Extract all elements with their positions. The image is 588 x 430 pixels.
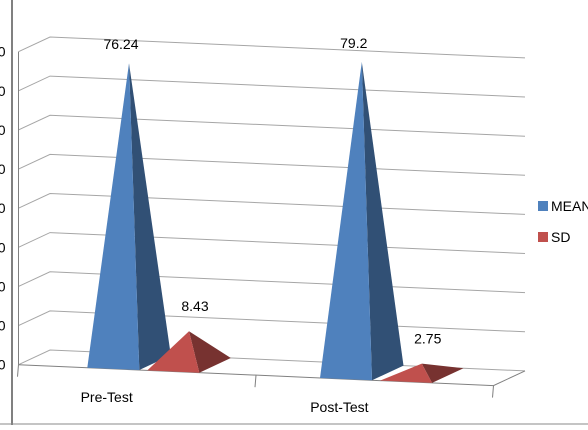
data-label: 79.2 [340,35,367,51]
x-tick-label: Post-Test [310,399,368,415]
x-tick-labels: Pre-Test Post-Test [81,389,369,415]
pyramid-sd-side-face [421,363,464,383]
y-tick-label: 40 [0,200,6,216]
data-labels: 76.24 79.2 8.43 2.75 [103,35,441,347]
gridlines [18,36,526,372]
y-tick-label: 30 [0,239,6,255]
chart-marks [87,61,464,383]
gridline [18,153,526,176]
pyramid-mean-front-face [87,63,140,370]
data-label: 76.24 [103,36,138,52]
x-tick-label: Pre-Test [81,389,133,405]
pyramid-sd-front-face [380,363,432,383]
gridline [18,192,526,215]
gridline [18,114,526,137]
y-tick-label: 20 [0,278,6,294]
x-axis-tick-mark [254,375,257,388]
legend-label-mean: MEAN [551,198,588,214]
legend: MEAN SD [538,198,588,245]
legend-swatch-sd [538,232,548,242]
y-tick-label: 0 [0,357,6,373]
gridline [18,75,526,98]
y-tick-label: 50 [0,161,6,177]
x-axis-tick-mark [492,385,494,398]
x-axis-tick-mark [17,364,19,377]
pyramid-mean-front-face [320,61,372,381]
pyramid-mean-side-face [361,61,404,381]
y-tick-label: 80 [0,44,6,60]
pyramid-sd-front-face [147,331,200,373]
y-tick-label: 70 [0,83,6,99]
gridline [18,232,526,254]
legend-label-sd: SD [551,229,570,245]
data-label: 8.43 [181,298,208,314]
y-tick-label: 10 [0,318,6,334]
y-tick-label: 60 [0,122,6,138]
pyramid-sd-side-face [189,331,231,373]
gridline [18,36,526,59]
y-tick-labels: 0 10 20 30 40 50 60 70 80 [0,44,6,373]
legend-swatch-mean [538,201,548,211]
data-label: 2.75 [414,331,441,347]
pyramid-mean-side-face [129,63,171,370]
gridline [18,271,526,294]
